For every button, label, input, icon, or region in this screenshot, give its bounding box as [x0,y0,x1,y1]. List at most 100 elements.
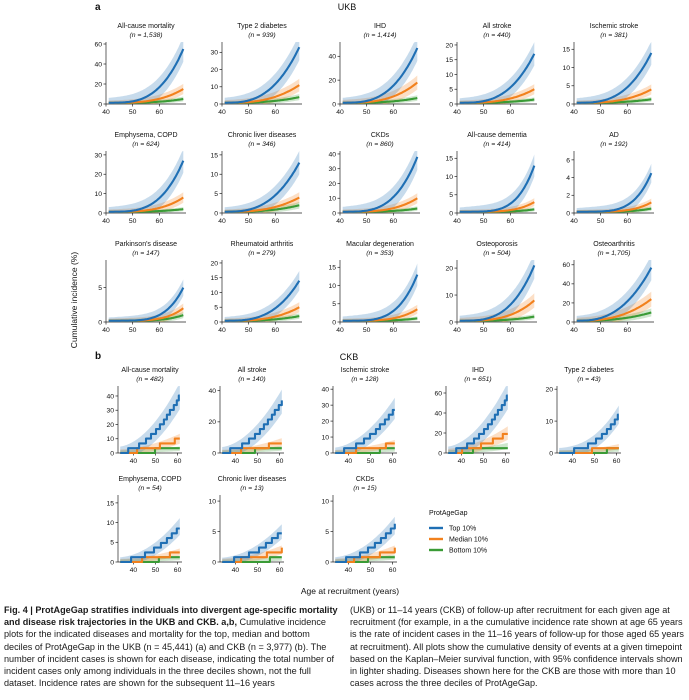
y-tick-label: 15 [106,500,114,507]
y-tick-label: 10 [106,520,114,527]
y-tick-label: 0 [325,450,329,457]
panel-title: CKDs [371,132,390,139]
y-tick-label: 20 [210,260,218,267]
panel-title: Type 2 diabetes [237,23,287,30]
x-tick-label: 60 [507,109,515,116]
ci-band-median [342,75,418,104]
panel-n: (n = 43) [577,376,601,383]
panel-a-4: 0 5 10 15 40 50 60 Ischemic stroke (n = 381) [562,23,654,116]
y-tick-label: 30 [321,403,329,410]
y-tick-label: 10 [210,290,218,297]
y-tick-label: 10 [321,498,329,505]
x-tick-label: 50 [591,458,599,465]
panel-title: Emphysema, COPD [118,476,181,483]
series-line-top [342,156,419,213]
x-tick-label: 50 [363,327,371,334]
x-tick-label: 60 [624,109,632,116]
y-tick-label: 20 [545,387,553,394]
panel-b-7: 0 5 10 40 50 60 CKDs (n = 15) [321,476,397,574]
series-line-top [120,527,180,564]
panel-title: Ischemic stroke [341,367,390,374]
y-tick-label: 20 [328,181,336,188]
y-tick-label: 20 [321,418,329,425]
y-tick-label: 5 [449,87,453,94]
ci-band-median [224,78,300,104]
y-tick-label: 10 [562,65,570,72]
x-tick-label: 60 [507,218,515,225]
series-line-top [459,165,536,213]
y-tick-label: 40 [94,61,102,68]
panel-n: (n = 140) [238,376,265,383]
panel-b-5: 0 5 10 15 40 50 60 Emphysema, COPD (n = 54) [106,476,182,574]
ci-band-top [224,151,300,213]
x-tick-label: 50 [367,567,375,574]
y-tick-label: 10 [210,84,218,91]
y-tick-label: 0 [214,210,218,217]
y-tick-label: 60 [562,262,570,269]
x-tick-label: 60 [389,458,397,465]
x-axis-title: Age at recruitment (years) [301,586,399,596]
x-tick-label: 60 [174,567,182,574]
y-tick-label: 40 [328,151,336,158]
panel-title: All stroke [238,367,267,374]
y-tick-label: 60 [434,390,442,397]
ci-band-median [576,84,652,104]
legend-title: ProtAgeGap [429,510,468,517]
section-letter: b [95,351,101,362]
y-tick-label: 15 [562,47,570,54]
panel-a-8: 0 5 10 15 40 50 60 All-cause dementia (n = 414) [445,132,537,225]
y-tick-label: 40 [321,387,329,394]
y-tick-label: 5 [98,285,102,292]
ci-band-top [576,42,652,104]
panel-n: (n = 381) [600,32,627,39]
series-line-top [224,162,301,213]
panel-n: (n = 1,414) [363,32,396,39]
ci-band-bottom [222,557,282,562]
x-tick-label: 60 [156,109,164,116]
x-tick-label: 40 [218,109,226,116]
ci-band-median [108,192,184,213]
ci-band-median [224,192,300,213]
y-tick-label: 5 [325,529,329,536]
y-tick-label: 20 [328,78,336,85]
panel-a-14: 0 20 40 60 40 50 60 Osteoarthritis (n = 1,705) [562,241,654,334]
series-line-top [559,413,619,455]
x-tick-label: 60 [276,458,284,465]
x-tick-label: 60 [390,109,398,116]
x-tick-label: 40 [102,109,110,116]
x-tick-label: 40 [218,327,226,334]
panel-n: (n = 346) [248,141,275,148]
y-tick-label: 5 [214,191,218,198]
panel-a-0: 0 20 40 60 40 50 60 All-cause mortality (n = 1,5… [94,23,186,116]
series-line-top [576,52,653,104]
legend-entry: Median 10% [449,537,488,544]
y-tick-label: 0 [566,319,570,326]
ci-band-top [224,271,300,322]
panel-b-2: 0 10 20 30 40 40 50 60 Ischemic stroke (n = 128) [321,367,397,465]
panel-a-3: 0 5 10 15 20 40 50 60 All stroke (n = 440) [445,23,537,116]
series-line-top [335,408,395,455]
y-tick-label: 40 [208,388,216,395]
y-tick-label: 10 [328,283,336,290]
x-tick-label: 40 [218,218,226,225]
ci-band-top [108,151,184,213]
panel-n: (n = 624) [132,141,159,148]
x-tick-label: 40 [453,327,461,334]
x-tick-label: 40 [570,109,578,116]
panel-a-7: 0 10 20 30 40 40 50 60 CKDs (n = 860) [328,132,420,225]
x-tick-label: 50 [363,218,371,225]
x-tick-label: 40 [453,109,461,116]
caption-right: (UKB) or 11–14 years (CKB) of follow-up … [350,605,684,689]
y-tick-label: 30 [210,50,218,57]
y-tick-label: 10 [445,72,453,79]
x-tick-label: 50 [480,218,488,225]
y-tick-label: 20 [562,300,570,307]
y-tick-label: 20 [94,81,102,88]
x-tick-label: 50 [129,109,137,116]
y-tick-label: 15 [445,156,453,163]
panel-n: (n = 279) [248,250,275,257]
y-tick-label: 5 [566,83,570,90]
y-tick-label: 40 [328,54,336,61]
x-tick-label: 40 [232,458,240,465]
panel-a-1: 0 10 20 30 40 50 60 Type 2 diabetes (n = 939) [210,23,302,116]
